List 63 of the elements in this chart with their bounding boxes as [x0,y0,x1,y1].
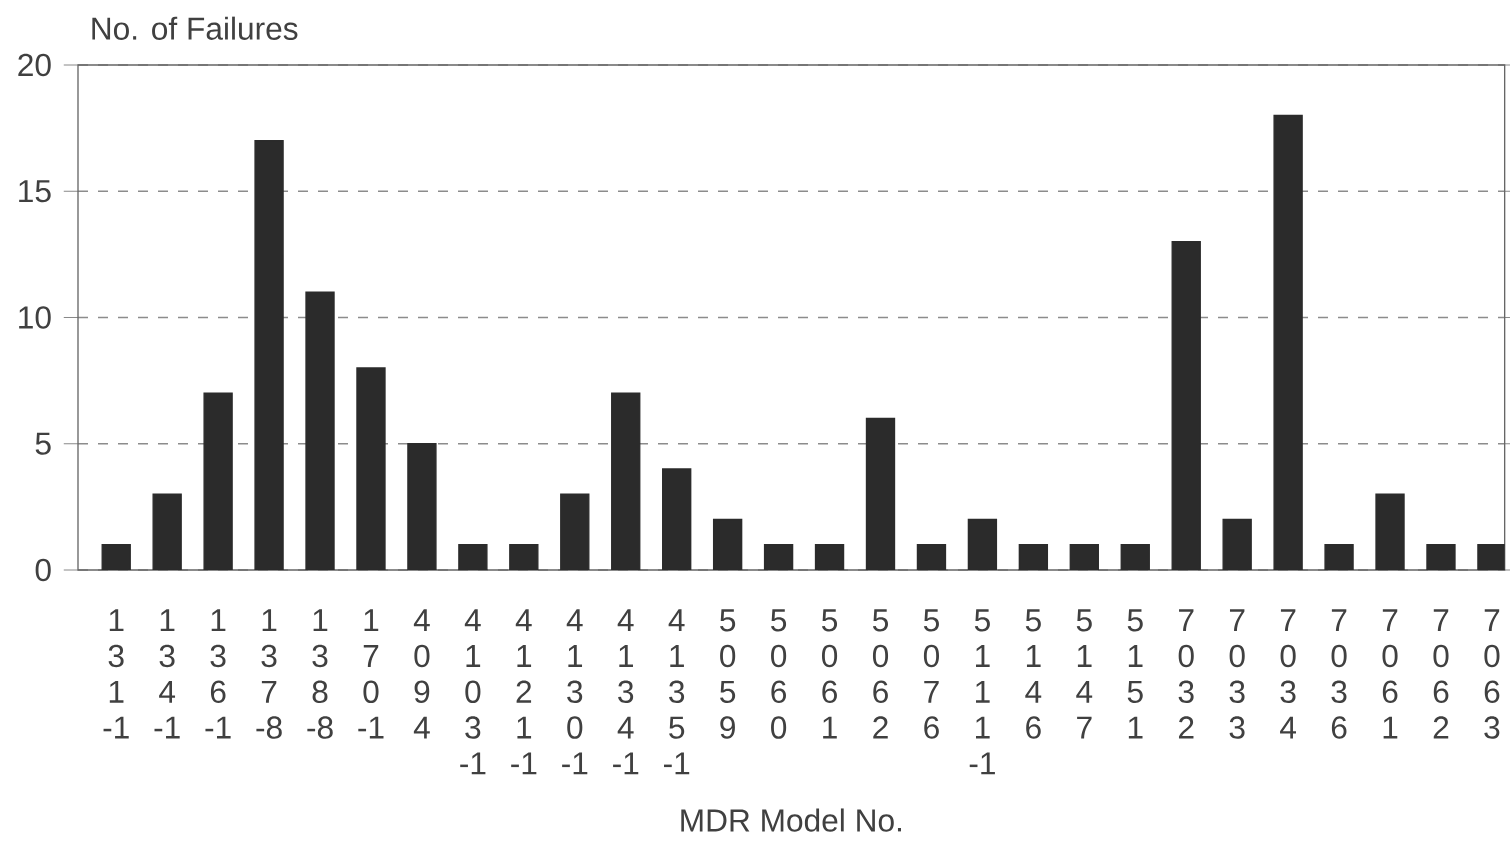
x-tick-label: 7033 [1229,609,1245,739]
bar [1018,544,1049,570]
bar [662,468,692,570]
x-tick-label: 5062 [872,609,889,739]
x-tick-label: 7032 [1178,609,1194,739]
x-tick-label: 4103-1 [460,609,486,775]
x-tick-label: 137-8 [256,609,282,739]
bar [916,544,947,570]
x-tick-label: 7061 [1382,609,1398,739]
bar [1069,544,1099,570]
x-axis-title: MDR Model No. [681,808,901,832]
x-tick-label: 7063 [1484,609,1500,739]
bar [254,140,284,570]
y-axis-title: No. of Failures [92,16,298,40]
bar [152,493,182,570]
bar [712,518,743,570]
bar [1222,518,1252,570]
bar [356,367,386,570]
x-tick-label: 7062 [1433,609,1449,739]
bar [101,544,131,570]
bar [458,544,488,570]
x-tick-label: 138-8 [307,609,333,739]
bar [1426,544,1456,570]
x-tick-label: 5147 [1076,609,1093,739]
bar [1375,493,1405,570]
x-tick-label: 7034 [1280,609,1296,739]
x-tick-label: 4121-1 [511,609,537,775]
bar [203,392,233,570]
x-tick-label: 5059 [720,609,736,739]
x-tick-label: 4135-1 [664,609,690,775]
bar [865,417,896,570]
bar [407,443,437,570]
bar [763,544,794,570]
bar [611,392,641,570]
bar [1171,241,1201,570]
x-tick-label: 7036 [1331,609,1347,739]
x-tick-label: 5061 [822,609,838,739]
x-tick-label: 5146 [1025,609,1042,739]
bar [1324,544,1354,570]
x-tick-label: 4134-1 [613,609,639,775]
bar [814,544,845,570]
x-tick-label: 5076 [923,609,940,739]
bar [1477,544,1505,570]
y-tick-label: 10 [19,306,51,329]
x-tick-label: 136-1 [205,609,231,739]
x-tick-label: 134-1 [154,609,180,739]
bar [1120,544,1150,570]
y-tick-label: 20 [18,53,51,77]
x-tick-label: 4130-1 [562,609,588,775]
bar [560,493,590,570]
x-tick-label: 131-1 [103,609,129,739]
y-tick-label: 15 [19,180,51,203]
y-tick-label: 0 [35,558,51,582]
bar [1273,114,1303,570]
x-tick-label: 5111-1 [969,609,995,775]
bar [967,518,998,570]
x-tick-label: 4094 [413,609,430,739]
y-tick-label: 5 [35,432,51,455]
x-tick-label: 170-1 [358,609,384,739]
x-tick-label: 5151 [1127,609,1143,739]
bar [305,291,335,570]
x-tick-label: 5060 [771,609,787,739]
bar [509,544,539,570]
